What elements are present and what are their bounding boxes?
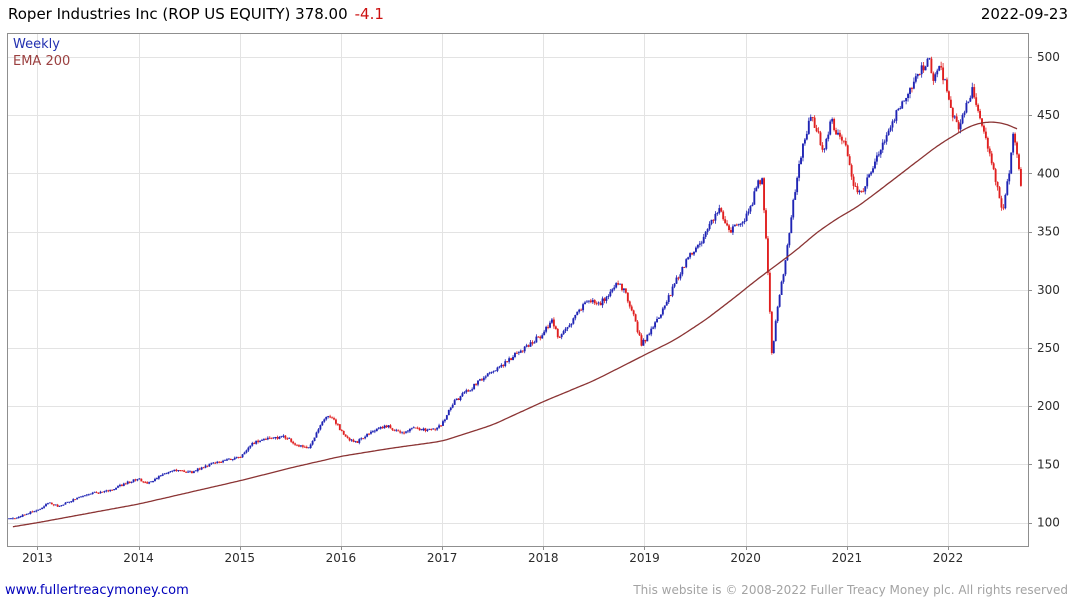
gridlines [7, 33, 1028, 546]
legend-ema-label: EMA 200 [13, 54, 71, 69]
site-link[interactable]: www.fullertreacymoney.com [5, 583, 189, 598]
candles-series [8, 56, 1022, 520]
chart-title: Roper Industries Inc (ROP US EQUITY) 378… [8, 5, 348, 23]
chart-header: Roper Industries Inc (ROP US EQUITY) 378… [8, 5, 1068, 23]
chart-date: 2022-09-23 [980, 5, 1068, 23]
page-footer: www.fullertreacymoney.com This website i… [5, 583, 1068, 598]
copyright-text: This website is © 2008-2022 Fuller Treac… [633, 583, 1068, 597]
svg-text:100: 100 [1037, 516, 1060, 530]
svg-text:200: 200 [1037, 399, 1060, 413]
svg-text:2014: 2014 [123, 551, 154, 565]
svg-text:150: 150 [1037, 457, 1060, 471]
svg-text:2020: 2020 [730, 551, 761, 565]
svg-text:500: 500 [1037, 50, 1060, 64]
svg-text:2015: 2015 [224, 551, 255, 565]
svg-text:2022: 2022 [933, 551, 964, 565]
svg-text:2017: 2017 [427, 551, 458, 565]
x-axis-labels: 2013 2014 2015 2016 2017 2018 2019 2020 2021 2022 [22, 546, 963, 565]
price-change: -4.1 [354, 5, 384, 23]
svg-text:300: 300 [1037, 283, 1060, 297]
svg-text:2016: 2016 [326, 551, 357, 565]
svg-text:2019: 2019 [629, 551, 660, 565]
svg-text:2021: 2021 [832, 551, 863, 565]
svg-text:2018: 2018 [528, 551, 559, 565]
svg-text:400: 400 [1037, 166, 1060, 180]
title-wrap: Roper Industries Inc (ROP US EQUITY) 378… [8, 5, 384, 23]
svg-text:2013: 2013 [22, 551, 53, 565]
y-axis-labels: 100 150 200 250 300 350 400 450 500 [1028, 50, 1060, 530]
chart-legend: Weekly EMA 200 [13, 36, 70, 70]
svg-text:450: 450 [1037, 108, 1060, 122]
svg-text:350: 350 [1037, 225, 1060, 239]
ema-line [12, 121, 1018, 528]
svg-text:250: 250 [1037, 341, 1060, 355]
legend-weekly-label: Weekly [13, 37, 60, 52]
